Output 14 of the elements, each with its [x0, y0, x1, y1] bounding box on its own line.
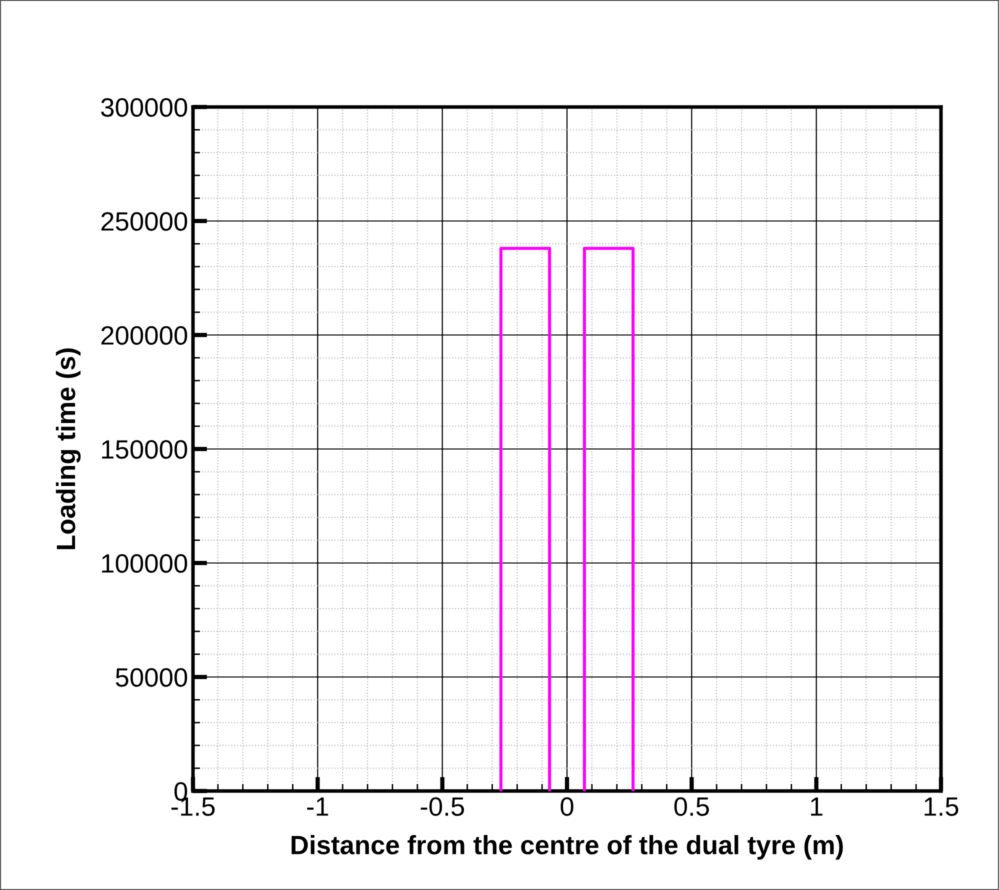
x-tick-label: 1: [811, 798, 822, 816]
y-tick-label: 100000: [102, 554, 188, 573]
y-tick-label: 200000: [101, 326, 188, 345]
x-tick-label: 0.5: [674, 797, 709, 816]
y-tick-label: 150000: [102, 440, 188, 459]
y-tick-label: 300000: [101, 98, 188, 117]
x-axis-title: Distance from the centre of the dual tyre (m): [292, 835, 843, 860]
y-tick-label: 250000: [101, 212, 188, 231]
x-tick-label: -0.5: [420, 797, 464, 816]
y-tick-label: 50000: [116, 668, 188, 687]
x-tick-label: 1.5: [924, 798, 958, 816]
x-tick-label: -1: [307, 798, 328, 816]
x-tick-label: 0: [560, 797, 574, 816]
y-axis-title: Loading time (s): [56, 348, 81, 550]
